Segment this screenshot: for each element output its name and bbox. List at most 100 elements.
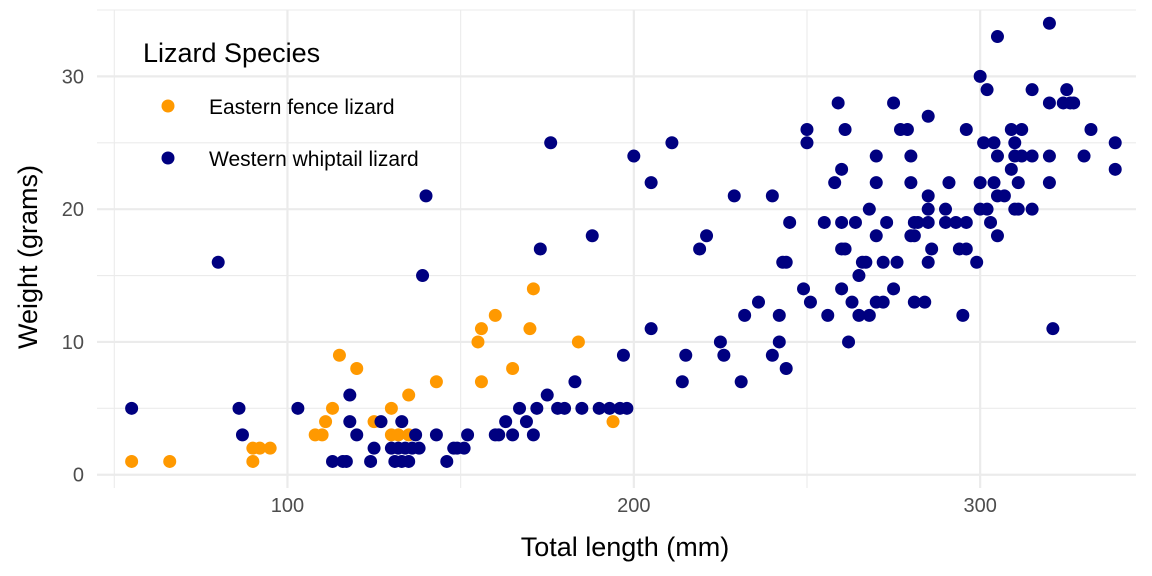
x-tick-label: 200 xyxy=(617,495,650,517)
point-western-whiptail-lizard xyxy=(797,282,811,296)
point-western-whiptail-lizard xyxy=(959,215,973,229)
point-western-whiptail-lizard xyxy=(343,415,357,429)
point-eastern-fence-lizard xyxy=(488,308,502,322)
point-western-whiptail-lizard xyxy=(1004,123,1018,136)
point-western-whiptail-lizard xyxy=(949,215,963,229)
point-eastern-fence-lizard xyxy=(391,428,405,442)
point-western-whiptail-lizard xyxy=(887,96,901,110)
legend-key-eastern-fence-lizard xyxy=(161,99,175,113)
point-western-whiptail-lizard xyxy=(869,176,883,190)
point-western-whiptail-lizard xyxy=(291,401,305,415)
point-western-whiptail-lizard xyxy=(519,415,533,429)
point-western-whiptail-lizard xyxy=(838,123,852,136)
point-western-whiptail-lizard xyxy=(869,229,883,243)
point-western-whiptail-lizard xyxy=(343,388,357,402)
point-western-whiptail-lizard xyxy=(772,335,786,349)
point-western-whiptail-lizard xyxy=(492,428,506,442)
point-western-whiptail-lizard xyxy=(800,123,814,136)
point-western-whiptail-lizard xyxy=(959,242,973,256)
point-western-whiptail-lizard xyxy=(1011,202,1025,216)
point-western-whiptail-lizard xyxy=(526,428,540,442)
point-western-whiptail-lizard xyxy=(738,308,752,322)
point-eastern-fence-lizard xyxy=(474,322,488,336)
point-western-whiptail-lizard xyxy=(907,295,921,309)
point-western-whiptail-lizard xyxy=(852,269,866,283)
legend: Lizard Species Eastern fence lizard West… xyxy=(143,38,419,171)
point-western-whiptail-lizard xyxy=(440,454,454,468)
point-western-whiptail-lizard xyxy=(513,401,527,415)
point-western-whiptail-lizard xyxy=(679,348,693,362)
legend-label-eastern-fence-lizard: Eastern fence lizard xyxy=(209,96,395,119)
point-western-whiptail-lizard xyxy=(1004,162,1018,176)
point-western-whiptail-lizard xyxy=(326,454,340,468)
data-points xyxy=(125,16,1122,468)
point-western-whiptail-lizard xyxy=(939,215,953,229)
point-western-whiptail-lizard xyxy=(429,428,443,442)
point-eastern-fence-lizard xyxy=(606,415,620,429)
point-western-whiptail-lizard xyxy=(457,441,471,455)
point-eastern-fence-lizard xyxy=(526,282,540,296)
point-western-whiptail-lizard xyxy=(575,401,589,415)
point-western-whiptail-lizard xyxy=(419,189,433,203)
point-western-whiptail-lizard xyxy=(925,242,939,256)
point-eastern-fence-lizard xyxy=(402,388,416,402)
point-western-whiptail-lizard xyxy=(959,123,973,136)
point-western-whiptail-lizard xyxy=(367,441,381,455)
point-western-whiptail-lizard xyxy=(904,149,918,163)
point-western-whiptail-lizard xyxy=(842,335,856,349)
point-eastern-fence-lizard xyxy=(253,441,267,455)
point-western-whiptail-lizard xyxy=(665,136,679,150)
point-western-whiptail-lizard xyxy=(990,229,1004,243)
minor-gridlines xyxy=(97,9,1136,488)
point-western-whiptail-lizard xyxy=(1042,16,1056,30)
point-western-whiptail-lizard xyxy=(942,176,956,190)
point-western-whiptail-lizard xyxy=(540,388,554,402)
point-western-whiptail-lizard xyxy=(533,242,547,256)
point-eastern-fence-lizard xyxy=(125,454,139,468)
point-western-whiptail-lizard xyxy=(1108,136,1122,150)
point-western-whiptail-lizard xyxy=(921,189,935,203)
x-axis-title: Total length (mm) xyxy=(521,532,730,562)
point-western-whiptail-lizard xyxy=(1042,149,1056,163)
point-western-whiptail-lizard xyxy=(1067,96,1081,110)
point-western-whiptail-lizard xyxy=(461,428,475,442)
point-western-whiptail-lizard xyxy=(890,255,904,269)
point-western-whiptail-lizard xyxy=(620,401,634,415)
point-western-whiptail-lizard xyxy=(990,149,1004,163)
point-western-whiptail-lizard xyxy=(1008,136,1022,150)
point-western-whiptail-lizard xyxy=(350,428,364,442)
point-western-whiptail-lizard xyxy=(416,269,430,283)
legend-key-western-whiptail-lizard xyxy=(161,151,175,165)
point-western-whiptail-lizard xyxy=(717,348,731,362)
point-eastern-fence-lizard xyxy=(571,335,585,349)
point-western-whiptail-lizard xyxy=(911,215,925,229)
point-western-whiptail-lizard xyxy=(845,295,859,309)
point-western-whiptail-lizard xyxy=(235,428,249,442)
point-western-whiptail-lizard xyxy=(921,215,935,229)
point-western-whiptail-lizard xyxy=(876,295,890,309)
point-western-whiptail-lizard xyxy=(800,136,814,150)
point-western-whiptail-lizard xyxy=(1108,162,1122,176)
point-western-whiptail-lizard xyxy=(862,202,876,216)
point-eastern-fence-lizard xyxy=(429,375,443,389)
point-western-whiptail-lizard xyxy=(627,149,641,163)
point-western-whiptail-lizard xyxy=(973,176,987,190)
x-tick-label: 100 xyxy=(271,495,304,517)
point-eastern-fence-lizard xyxy=(350,362,364,375)
y-tick-label: 0 xyxy=(73,465,84,487)
point-eastern-fence-lizard xyxy=(315,428,329,442)
point-western-whiptail-lizard xyxy=(544,136,558,150)
point-western-whiptail-lizard xyxy=(817,215,831,229)
point-western-whiptail-lizard xyxy=(803,295,817,309)
point-western-whiptail-lizard xyxy=(831,96,845,110)
point-western-whiptail-lizard xyxy=(506,428,520,442)
point-western-whiptail-lizard xyxy=(713,335,727,349)
point-western-whiptail-lizard xyxy=(918,295,932,309)
point-western-whiptail-lizard xyxy=(939,202,953,216)
point-western-whiptail-lizard xyxy=(921,109,935,123)
point-western-whiptail-lizard xyxy=(211,255,225,269)
point-western-whiptail-lizard xyxy=(765,348,779,362)
point-western-whiptail-lizard xyxy=(395,415,409,429)
point-western-whiptail-lizard xyxy=(734,375,748,389)
